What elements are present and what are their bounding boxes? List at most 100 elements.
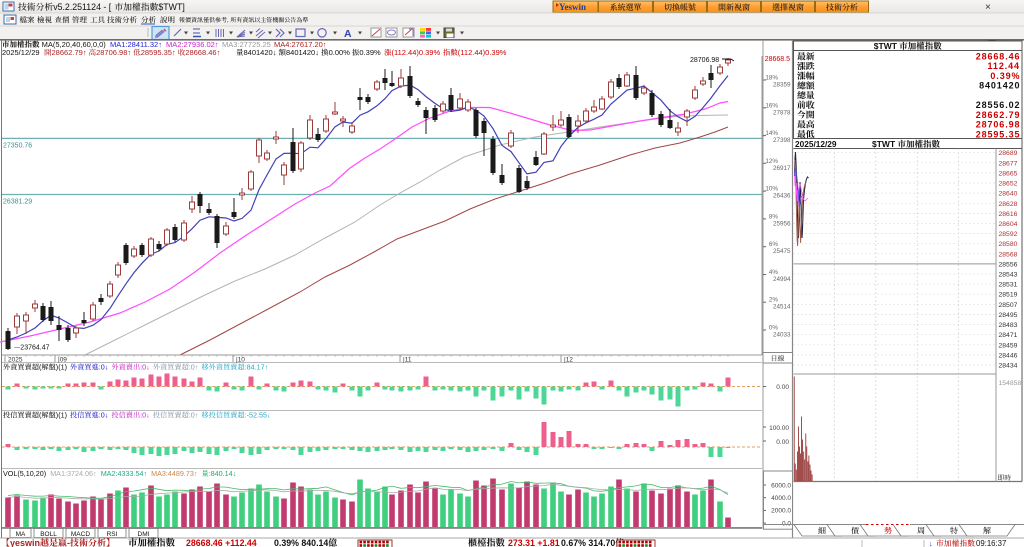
svg-text:28668.5: 28668.5 <box>765 56 790 63</box>
svg-text:v5.2.251124 - [: v5.2.251124 - [ <box>53 2 112 12</box>
svg-text:A: A <box>344 28 352 40</box>
svg-text:MA3:27725.25: MA3:27725.25 <box>222 40 271 49</box>
svg-text:28459: 28459 <box>999 342 1018 349</box>
svg-text:28359: 28359 <box>773 82 791 89</box>
svg-text:12%: 12% <box>765 158 778 165</box>
svg-text:28531: 28531 <box>999 282 1018 289</box>
svg-text:28668.46: 28668.46 <box>976 52 1021 62</box>
svg-text:(112.44)0.39%: (112.44)0.39% <box>392 48 441 57</box>
svg-text:MA2:4333.54↑: MA2:4333.54↑ <box>101 469 147 478</box>
svg-text:MA(5,20,40,60,0,0): MA(5,20,40,60,0,0) <box>42 40 107 49</box>
svg-text:14%: 14% <box>765 130 778 137</box>
svg-text:18%: 18% <box>765 75 778 82</box>
svg-text:28595.35: 28595.35 <box>976 129 1021 139</box>
svg-text:,: , <box>227 18 229 24</box>
svg-text:×: × <box>985 2 991 13</box>
svg-text:28595.35↑: 28595.35↑ <box>141 48 176 57</box>
svg-text::840.14↓: :840.14↓ <box>209 469 237 478</box>
svg-text:28662.79↑: 28662.79↑ <box>52 48 87 57</box>
svg-text:(: ( <box>39 411 42 420</box>
svg-text:0.00%: 0.00% <box>329 48 351 57</box>
svg-text:8401420↓: 8401420↓ <box>244 48 277 57</box>
svg-text:26917: 26917 <box>773 165 791 172</box>
svg-text:(: ( <box>39 363 42 372</box>
svg-text:-: - <box>67 538 70 547</box>
svg-text:BOLL: BOLL <box>40 531 57 538</box>
svg-text:28706.98: 28706.98 <box>690 57 719 64</box>
svg-text:0.0: 0.0 <box>782 520 791 527</box>
svg-text:Yeswin: Yeswin <box>559 2 586 12</box>
svg-text:28668.46↑: 28668.46↑ <box>185 48 220 57</box>
svg-text:28568: 28568 <box>999 251 1018 258</box>
svg-text:28519: 28519 <box>999 292 1018 299</box>
svg-text:0.39% 840.14: 0.39% 840.14 <box>274 538 328 547</box>
svg-text:0.00: 0.00 <box>776 439 789 446</box>
svg-text:16%: 16% <box>765 102 778 109</box>
svg-text:8401420↓: 8401420↓ <box>286 48 319 57</box>
svg-text:28592: 28592 <box>999 231 1018 238</box>
svg-text:10%: 10% <box>765 186 778 193</box>
svg-text:26381.29: 26381.29 <box>3 199 32 206</box>
svg-text::0↑: :0↑ <box>189 411 199 420</box>
svg-text:2025/12/29: 2025/12/29 <box>795 139 837 149</box>
svg-text:6000.0: 6000.0 <box>771 482 791 489</box>
svg-text:28580: 28580 <box>999 241 1018 248</box>
svg-text:28556.02: 28556.02 <box>976 100 1021 110</box>
svg-text:24994: 24994 <box>773 276 791 283</box>
svg-text:26436: 26436 <box>773 193 791 200</box>
svg-text:28495: 28495 <box>999 312 1018 319</box>
svg-text:MA: MA <box>16 531 26 538</box>
svg-text:28616: 28616 <box>999 211 1018 218</box>
svg-text:25956: 25956 <box>773 220 791 227</box>
svg-text:8%: 8% <box>769 213 779 220</box>
svg-text::-52.55↓: :-52.55↓ <box>245 411 271 420</box>
svg-text:28628: 28628 <box>999 201 1018 208</box>
svg-text:2%: 2% <box>769 297 779 304</box>
svg-text:6%: 6% <box>769 241 779 248</box>
svg-text:24033: 24033 <box>773 332 791 339</box>
svg-text:25475: 25475 <box>773 248 791 255</box>
svg-text:28556: 28556 <box>999 261 1018 268</box>
svg-text:|11: |11 <box>403 357 412 364</box>
svg-text:23764.47: 23764.47 <box>20 345 49 352</box>
svg-text:0.39%: 0.39% <box>359 48 381 57</box>
svg-text:28706.98↑: 28706.98↑ <box>96 48 131 57</box>
svg-text:2000.0: 2000.0 <box>771 508 791 515</box>
svg-text:MA1:3724.06↑: MA1:3724.06↑ <box>50 469 96 478</box>
svg-text:MA2:27936.02↑: MA2:27936.02↑ <box>166 40 219 49</box>
svg-text:$TWT: $TWT <box>874 41 898 51</box>
svg-text:4%: 4% <box>769 269 779 276</box>
svg-text:RSI: RSI <box>107 531 118 538</box>
svg-text::0↓: :0↓ <box>99 363 109 372</box>
svg-text:273.31 +1.81: 273.31 +1.81 <box>508 538 560 547</box>
svg-text:112.44: 112.44 <box>988 61 1020 71</box>
svg-text:28507: 28507 <box>999 302 1018 309</box>
svg-text:28668.46 +112.44: 28668.46 +112.44 <box>186 538 257 547</box>
svg-text:$TWT: $TWT <box>872 139 896 149</box>
svg-text:MA1:28411.32↑: MA1:28411.32↑ <box>110 40 162 49</box>
svg-text:0%: 0% <box>769 325 779 332</box>
svg-text:yeswin: yeswin <box>10 538 40 547</box>
svg-text:0.00: 0.00 <box>776 384 789 391</box>
svg-text:MA4:27617.20↑: MA4:27617.20↑ <box>274 40 327 49</box>
svg-text:0.39%: 0.39% <box>990 71 1020 81</box>
svg-text::0↑: :0↑ <box>189 363 199 372</box>
svg-text:28446: 28446 <box>999 352 1018 359</box>
svg-text:MACD: MACD <box>71 531 90 538</box>
svg-text:DMI: DMI <box>138 531 150 538</box>
svg-text:|10: |10 <box>236 357 245 364</box>
svg-text:)(1): )(1) <box>56 363 67 372</box>
svg-text:2025/12/29: 2025/12/29 <box>2 48 40 57</box>
svg-text:09:16:37: 09:16:37 <box>976 539 1006 547</box>
svg-text:27878: 27878 <box>773 109 791 116</box>
svg-text::0↓: :0↓ <box>140 363 150 372</box>
svg-text:28662.79: 28662.79 <box>976 110 1021 120</box>
svg-text:MA3:4489.73↑: MA3:4489.73↑ <box>151 469 197 478</box>
svg-text:↓: ↓ <box>929 539 933 547</box>
svg-text:4000.0: 4000.0 <box>771 495 791 502</box>
svg-text:28640: 28640 <box>999 191 1018 198</box>
svg-text:28689: 28689 <box>999 150 1018 157</box>
svg-text:28706.98: 28706.98 <box>976 120 1021 130</box>
svg-text:28483: 28483 <box>999 322 1018 329</box>
svg-text:|12: |12 <box>564 357 573 364</box>
